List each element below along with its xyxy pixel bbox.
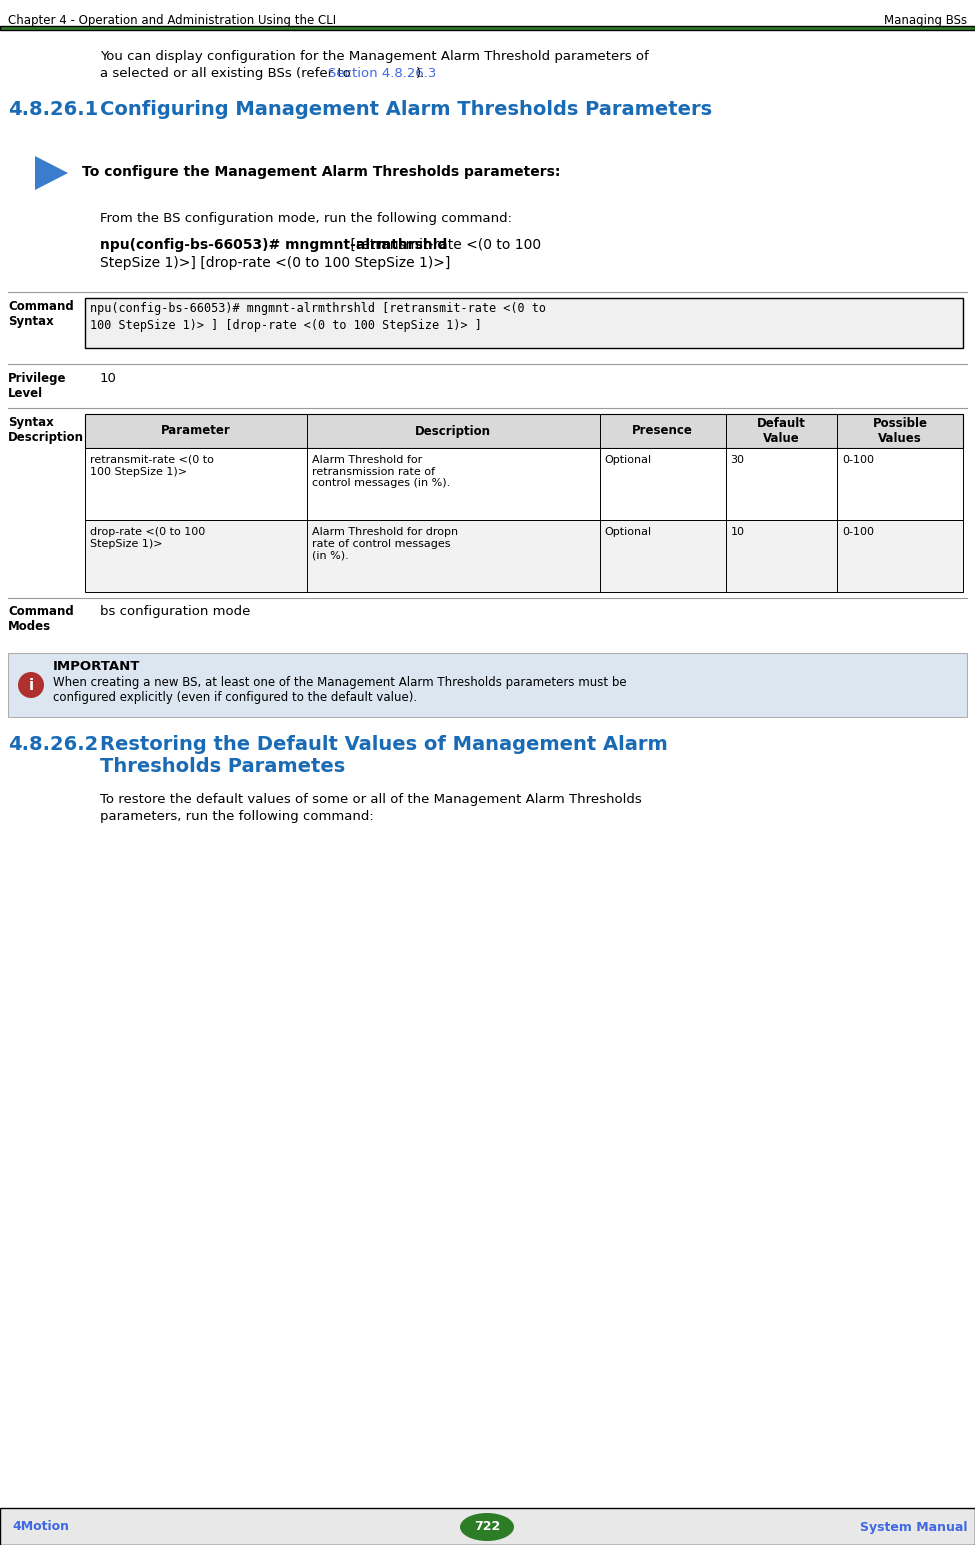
- Text: Section 4.8.26.3: Section 4.8.26.3: [328, 66, 436, 80]
- Text: Presence: Presence: [632, 425, 693, 437]
- Text: Alarm Threshold for dropn
rate of control messages
(in %).: Alarm Threshold for dropn rate of contro…: [312, 527, 458, 561]
- Text: Privilege
Level: Privilege Level: [8, 372, 66, 400]
- Text: You can display configuration for the Management Alarm Threshold parameters of: You can display configuration for the Ma…: [100, 49, 648, 63]
- Text: System Manual: System Manual: [860, 1520, 967, 1534]
- FancyBboxPatch shape: [85, 298, 963, 348]
- FancyBboxPatch shape: [0, 26, 975, 29]
- Text: ).: ).: [416, 66, 426, 80]
- Text: Syntax
Description: Syntax Description: [8, 416, 84, 443]
- Text: a selected or all existing BSs (refer to: a selected or all existing BSs (refer to: [100, 66, 355, 80]
- Text: Thresholds Parametes: Thresholds Parametes: [100, 757, 345, 776]
- Text: Parameter: Parameter: [161, 425, 231, 437]
- Text: Restoring the Default Values of Management Alarm: Restoring the Default Values of Manageme…: [100, 735, 668, 754]
- Text: 4.8.26.1: 4.8.26.1: [8, 100, 98, 119]
- Text: Chapter 4 - Operation and Administration Using the CLI: Chapter 4 - Operation and Administration…: [8, 14, 336, 26]
- Text: Managing BSs: Managing BSs: [884, 14, 967, 26]
- Text: [retransmit-rate <(0 to 100: [retransmit-rate <(0 to 100: [346, 238, 541, 252]
- Text: From the BS configuration mode, run the following command:: From the BS configuration mode, run the …: [100, 212, 512, 226]
- Text: Optional: Optional: [604, 454, 652, 465]
- Text: StepSize 1)>] [drop-rate <(0 to 100 StepSize 1)>]: StepSize 1)>] [drop-rate <(0 to 100 Step…: [100, 256, 450, 270]
- Text: 100 StepSize 1)> ] [drop-rate <(0 to 100 StepSize 1)> ]: 100 StepSize 1)> ] [drop-rate <(0 to 100…: [90, 318, 482, 332]
- Text: 10: 10: [100, 372, 117, 385]
- Text: Description: Description: [415, 425, 491, 437]
- Text: 0-100: 0-100: [842, 527, 875, 538]
- Text: To configure the Management Alarm Thresholds parameters:: To configure the Management Alarm Thresh…: [82, 165, 561, 179]
- Text: Possible
Values: Possible Values: [873, 417, 927, 445]
- Text: Optional: Optional: [604, 527, 652, 538]
- Text: When creating a new BS, at least one of the Management Alarm Thresholds paramete: When creating a new BS, at least one of …: [53, 677, 627, 689]
- FancyBboxPatch shape: [0, 1508, 975, 1545]
- Ellipse shape: [460, 1513, 514, 1540]
- Text: Command
Modes: Command Modes: [8, 606, 74, 633]
- Text: 30: 30: [730, 454, 745, 465]
- Text: 722: 722: [474, 1520, 500, 1534]
- FancyBboxPatch shape: [85, 521, 963, 592]
- Text: 10: 10: [730, 527, 745, 538]
- Circle shape: [18, 672, 44, 698]
- Text: configured explicitly (even if configured to the default value).: configured explicitly (even if configure…: [53, 691, 417, 705]
- Text: bs configuration mode: bs configuration mode: [100, 606, 251, 618]
- Text: 4Motion: 4Motion: [12, 1520, 69, 1534]
- FancyBboxPatch shape: [85, 448, 963, 521]
- Polygon shape: [35, 156, 68, 190]
- Text: Alarm Threshold for
retransmission rate of
control messages (in %).: Alarm Threshold for retransmission rate …: [312, 454, 449, 488]
- Text: Default
Value: Default Value: [757, 417, 805, 445]
- Text: i: i: [28, 678, 33, 692]
- FancyBboxPatch shape: [85, 414, 963, 448]
- Text: 4.8.26.2: 4.8.26.2: [8, 735, 98, 754]
- Text: Configuring Management Alarm Thresholds Parameters: Configuring Management Alarm Thresholds …: [100, 100, 712, 119]
- Text: drop-rate <(0 to 100
StepSize 1)>: drop-rate <(0 to 100 StepSize 1)>: [90, 527, 206, 548]
- Text: parameters, run the following command:: parameters, run the following command:: [100, 810, 373, 823]
- Text: npu(config-bs-66053)# mngmnt-alrmthrshld: npu(config-bs-66053)# mngmnt-alrmthrshld: [100, 238, 448, 252]
- Text: To restore the default values of some or all of the Management Alarm Thresholds: To restore the default values of some or…: [100, 793, 642, 806]
- Text: IMPORTANT: IMPORTANT: [53, 660, 140, 674]
- Text: 0-100: 0-100: [842, 454, 875, 465]
- Text: npu(config-bs-66053)# mngmnt-alrmthrshld [retransmit-rate <(0 to: npu(config-bs-66053)# mngmnt-alrmthrshld…: [90, 301, 546, 315]
- FancyBboxPatch shape: [8, 654, 967, 717]
- Text: Command
Syntax: Command Syntax: [8, 300, 74, 328]
- Text: retransmit-rate <(0 to
100 StepSize 1)>: retransmit-rate <(0 to 100 StepSize 1)>: [90, 454, 214, 476]
